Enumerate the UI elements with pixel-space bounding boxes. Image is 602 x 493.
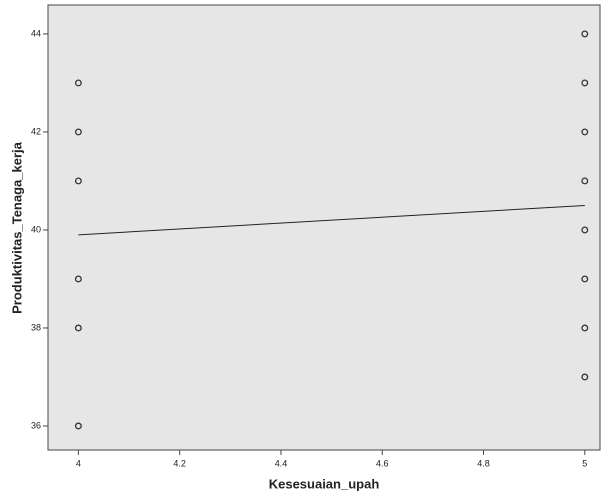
x-tick-label: 4.4 xyxy=(275,458,288,468)
x-tick-label: 4 xyxy=(76,458,81,468)
page: Kesesuaian_upah Produktivitas_Tenaga_ker… xyxy=(0,0,602,493)
x-axis-title: Kesesuaian_upah xyxy=(269,476,380,491)
y-tick-label: 40 xyxy=(31,224,41,234)
y-tick-label: 42 xyxy=(31,126,41,136)
plot-area xyxy=(48,5,600,450)
x-tick-label: 4.6 xyxy=(376,458,389,468)
x-tick-label: 4.8 xyxy=(477,458,490,468)
y-tick-label: 36 xyxy=(31,420,41,430)
x-tick-label: 5 xyxy=(582,458,587,468)
y-tick-label: 38 xyxy=(31,322,41,332)
x-tick-label: 4.2 xyxy=(173,458,186,468)
y-tick-label: 44 xyxy=(31,28,41,38)
chart: Kesesuaian_upah Produktivitas_Tenaga_ker… xyxy=(0,0,602,493)
y-axis-title: Produktivitas_Tenaga_kerja xyxy=(9,141,24,313)
